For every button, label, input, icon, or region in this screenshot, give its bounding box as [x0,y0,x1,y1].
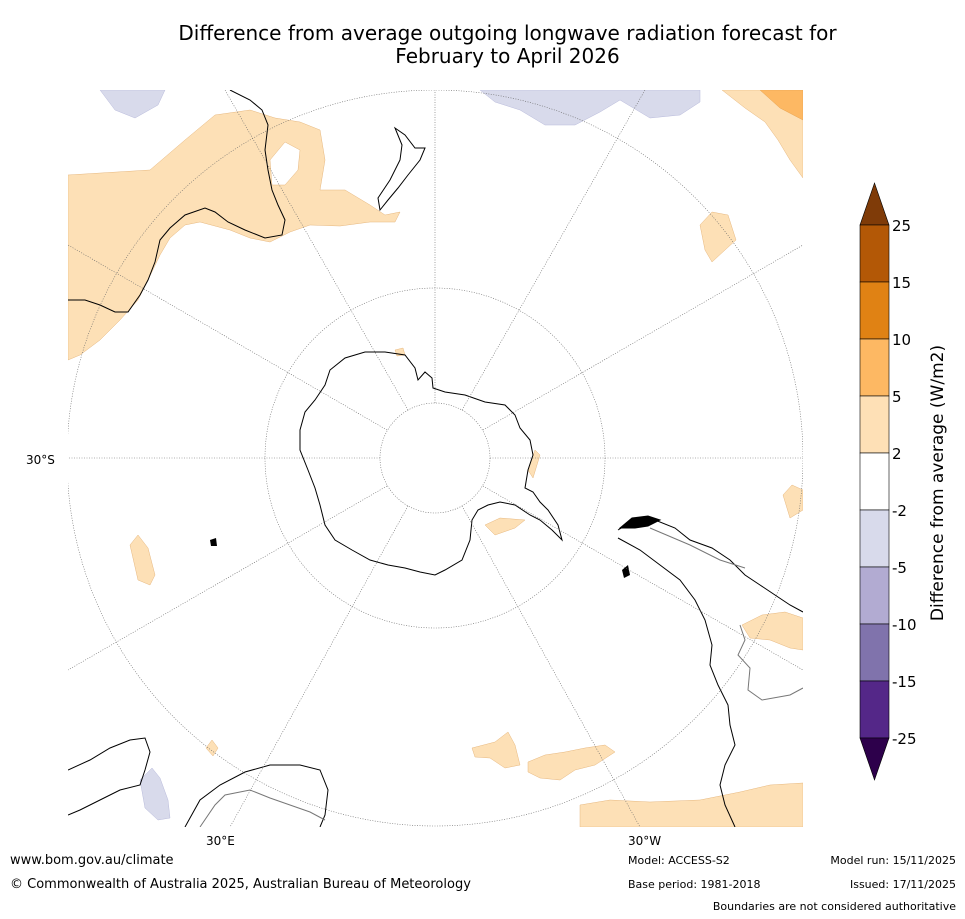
anomaly-right-edge [782,484,803,519]
title-line-2: February to April 2026 [395,44,620,68]
meridian-30w [461,90,646,411]
meridian-150w [461,505,641,827]
anomaly-bottom-2 [527,744,616,781]
colorbar-extend-top [859,182,890,226]
colorbar-bin [859,566,890,625]
colorbar-bin [859,623,890,682]
meridian-150e [229,505,409,827]
anomaly-top-right [721,90,803,179]
colorbar-bin [859,509,890,568]
small-island-1 [210,538,217,546]
anomaly-peninsula [484,517,526,536]
graticule [68,90,803,827]
colorbar-tick-label: 15 [892,274,911,292]
colorbar-tick-label: -5 [892,559,907,577]
antarctica-coastline [299,351,563,576]
colorbar-tick-label: -15 [892,673,917,691]
colorbar-tick-label: 2 [892,445,902,463]
madagascar-coast [377,126,426,212]
anomaly-africa [68,109,401,361]
lat-circle-50s [264,287,606,629]
anomaly-small-left [205,739,219,757]
label-30s: 30°S [26,453,55,467]
footer-base-period: Base period: 1981-2018 [628,878,761,891]
positive-anomaly-areas [68,90,803,827]
anomaly-island-2 [129,534,156,586]
tierra-del-fuego [618,515,662,529]
meridian-60w [482,244,803,431]
colorbar-tick-label: 25 [892,217,911,235]
anomaly-south-right [741,611,803,651]
colorbar-tick-label: -2 [892,502,907,520]
colorbar-extend-bottom [859,737,890,781]
footer-website[interactable]: www.bom.gov.au/climate [10,853,174,868]
label-30e: 30°E [206,834,235,848]
meridian-120w [482,485,803,671]
label-30w: 30°W [628,834,661,848]
anomaly-island-1 [699,211,737,263]
neg-top-center [479,90,701,126]
africa-coastline [68,90,286,313]
colorbar-bin [859,224,890,283]
neg-bottom-left [139,767,171,821]
footer-model: Model: ACCESS-S2 [628,854,730,867]
title-line-1: Difference from average outgoing longwav… [178,21,837,45]
map-title: Difference from average outgoing longwav… [0,22,965,68]
south-america-coastline [617,519,803,613]
neg-top-left [99,90,166,119]
small-island-2 [622,565,630,578]
colorbar-bin [859,452,890,511]
colorbar: 25 15 10 5 2 -2 -5 -10 -15 -25 [859,182,917,781]
australia-coastline [68,737,151,816]
lat-circle-70s [379,402,491,514]
negative-anomaly-areas [99,90,701,821]
australia-coastline-2 [184,764,329,827]
lat-circle-30s [68,90,803,827]
colorbar-tick-label: 5 [892,388,902,406]
colorbar-bin [859,281,890,340]
colorbar-bin [859,680,890,739]
anomaly-strong-top-right [759,90,803,121]
colorbar-tick-label: 10 [892,331,911,349]
anomaly-madagascar-lake [269,141,301,186]
colorbar-tick-label: -25 [892,730,917,748]
anomaly-bottom-3 [579,782,803,827]
footer-copyright: © Commonwealth of Australia 2025, Austra… [10,877,471,892]
colorbar-bin [859,338,890,397]
south-america-coastline-2 [617,537,736,827]
colorbar-label: Difference from average (W/m2) [928,344,948,622]
meridian-120e [68,485,388,671]
footer-disclaimer: Boundaries are not considered authoritat… [712,900,956,913]
colorbar-tick-label: -10 [892,616,917,634]
border-lines [649,527,803,701]
footer-model-run: Model run: 15/11/2025 [830,854,956,867]
map-content [68,90,803,827]
anomaly-bottom-1 [471,731,521,769]
footer-issued: Issued: 17/11/2025 [849,878,956,891]
colorbar-bin [859,395,890,454]
australia-border [199,789,326,827]
meridian-60e [68,244,388,431]
